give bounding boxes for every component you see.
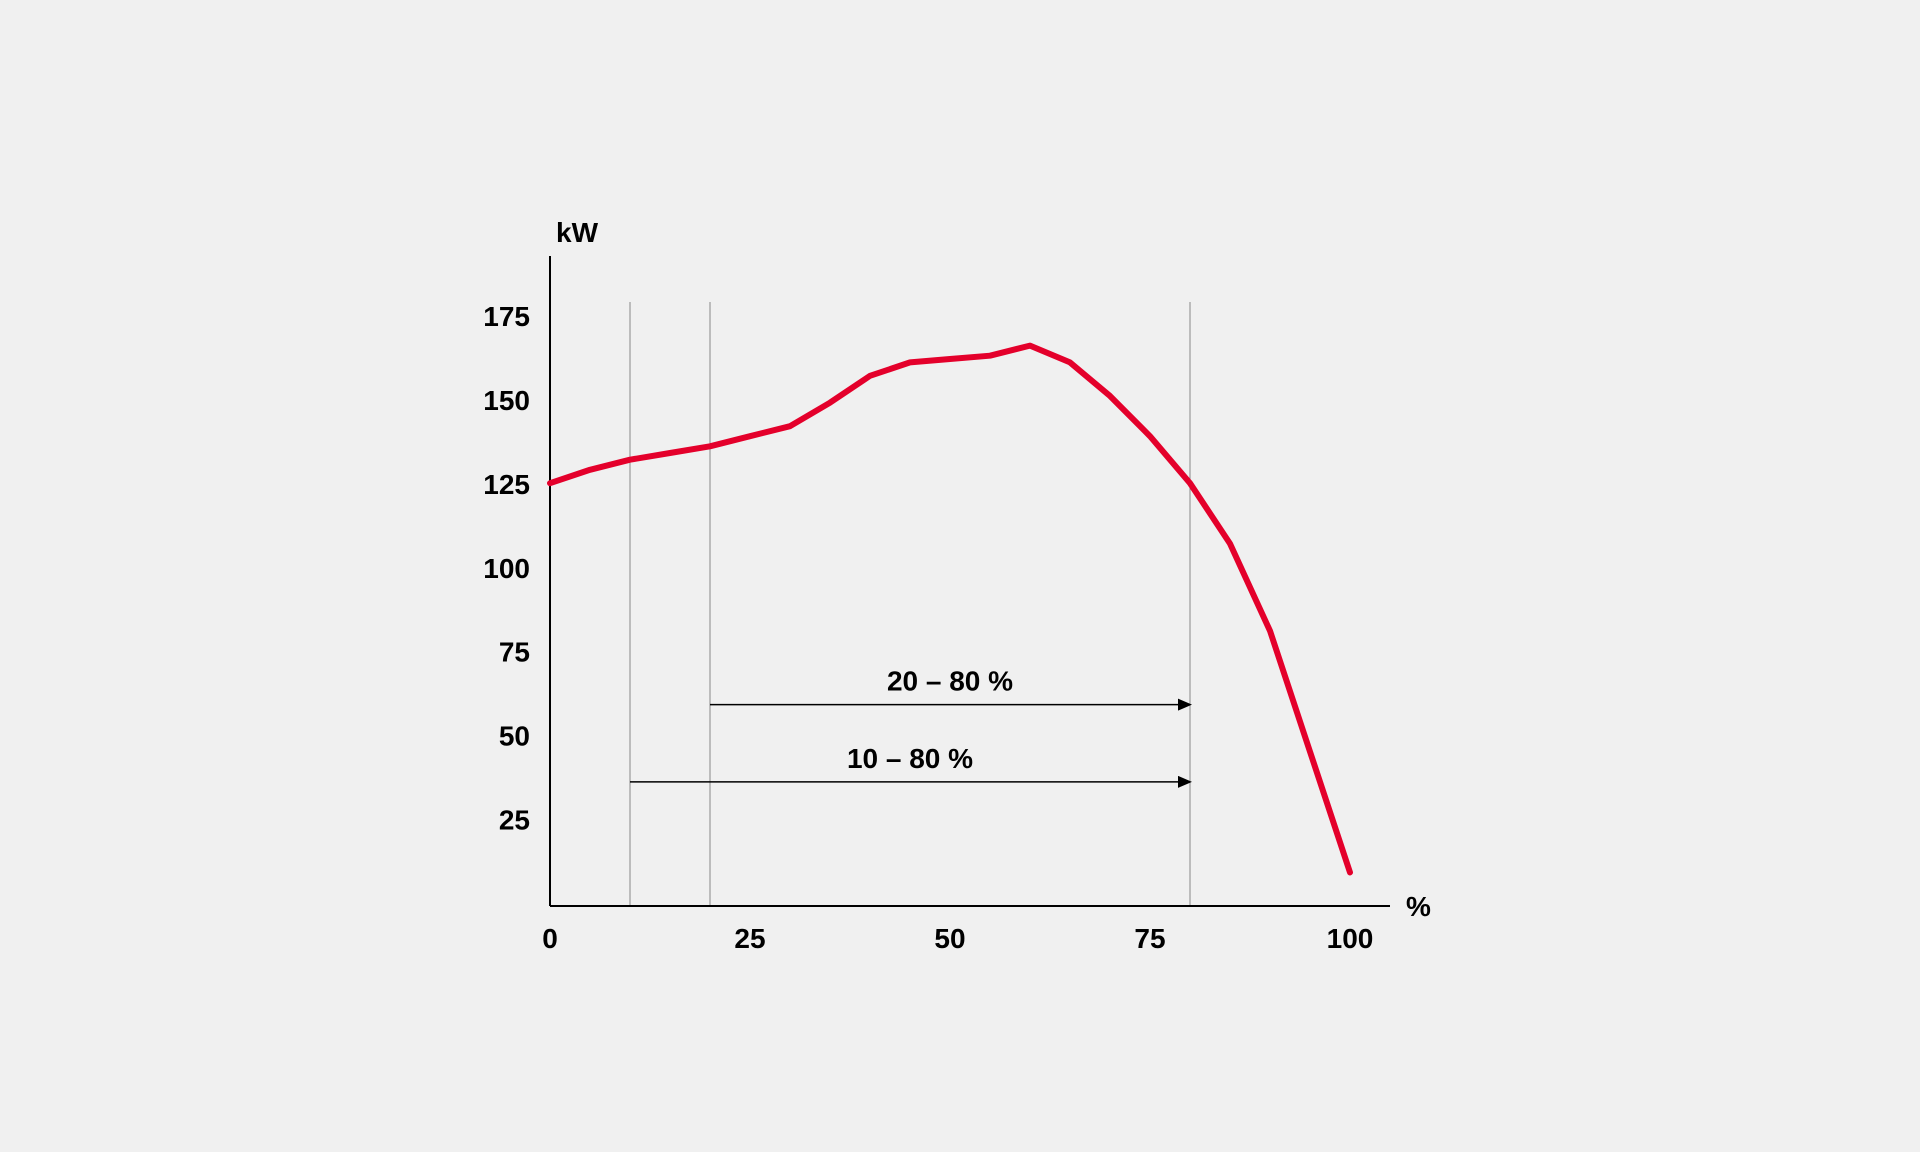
x-tick-label: 0 <box>542 923 558 954</box>
x-tick-label: 75 <box>1134 923 1165 954</box>
x-tick-label: 100 <box>1327 923 1374 954</box>
y-tick-label: 150 <box>483 385 530 416</box>
range-label: 10 – 80 % <box>847 743 973 774</box>
y-tick-label: 50 <box>499 721 530 752</box>
y-tick-label: 125 <box>483 469 530 500</box>
x-tick-label: 25 <box>734 923 765 954</box>
charging-curve-chart: 25 50 75 100 125 150 175 0 25 50 75 100 kW% 20 – 80 %… <box>240 96 1680 1056</box>
y-tick-label: 175 <box>483 301 530 332</box>
x-axis-label: % <box>1406 891 1431 922</box>
y-tick-label: 75 <box>499 637 530 668</box>
y-tick-label: 100 <box>483 553 530 584</box>
x-tick-label: 50 <box>934 923 965 954</box>
y-axis-label: kW <box>556 217 599 248</box>
charging-curve-card: 25 50 75 100 125 150 175 0 25 50 75 100 kW% 20 – 80 %… <box>240 96 1680 1056</box>
y-tick-label: 25 <box>499 805 530 836</box>
range-label: 20 – 80 % <box>887 666 1013 697</box>
